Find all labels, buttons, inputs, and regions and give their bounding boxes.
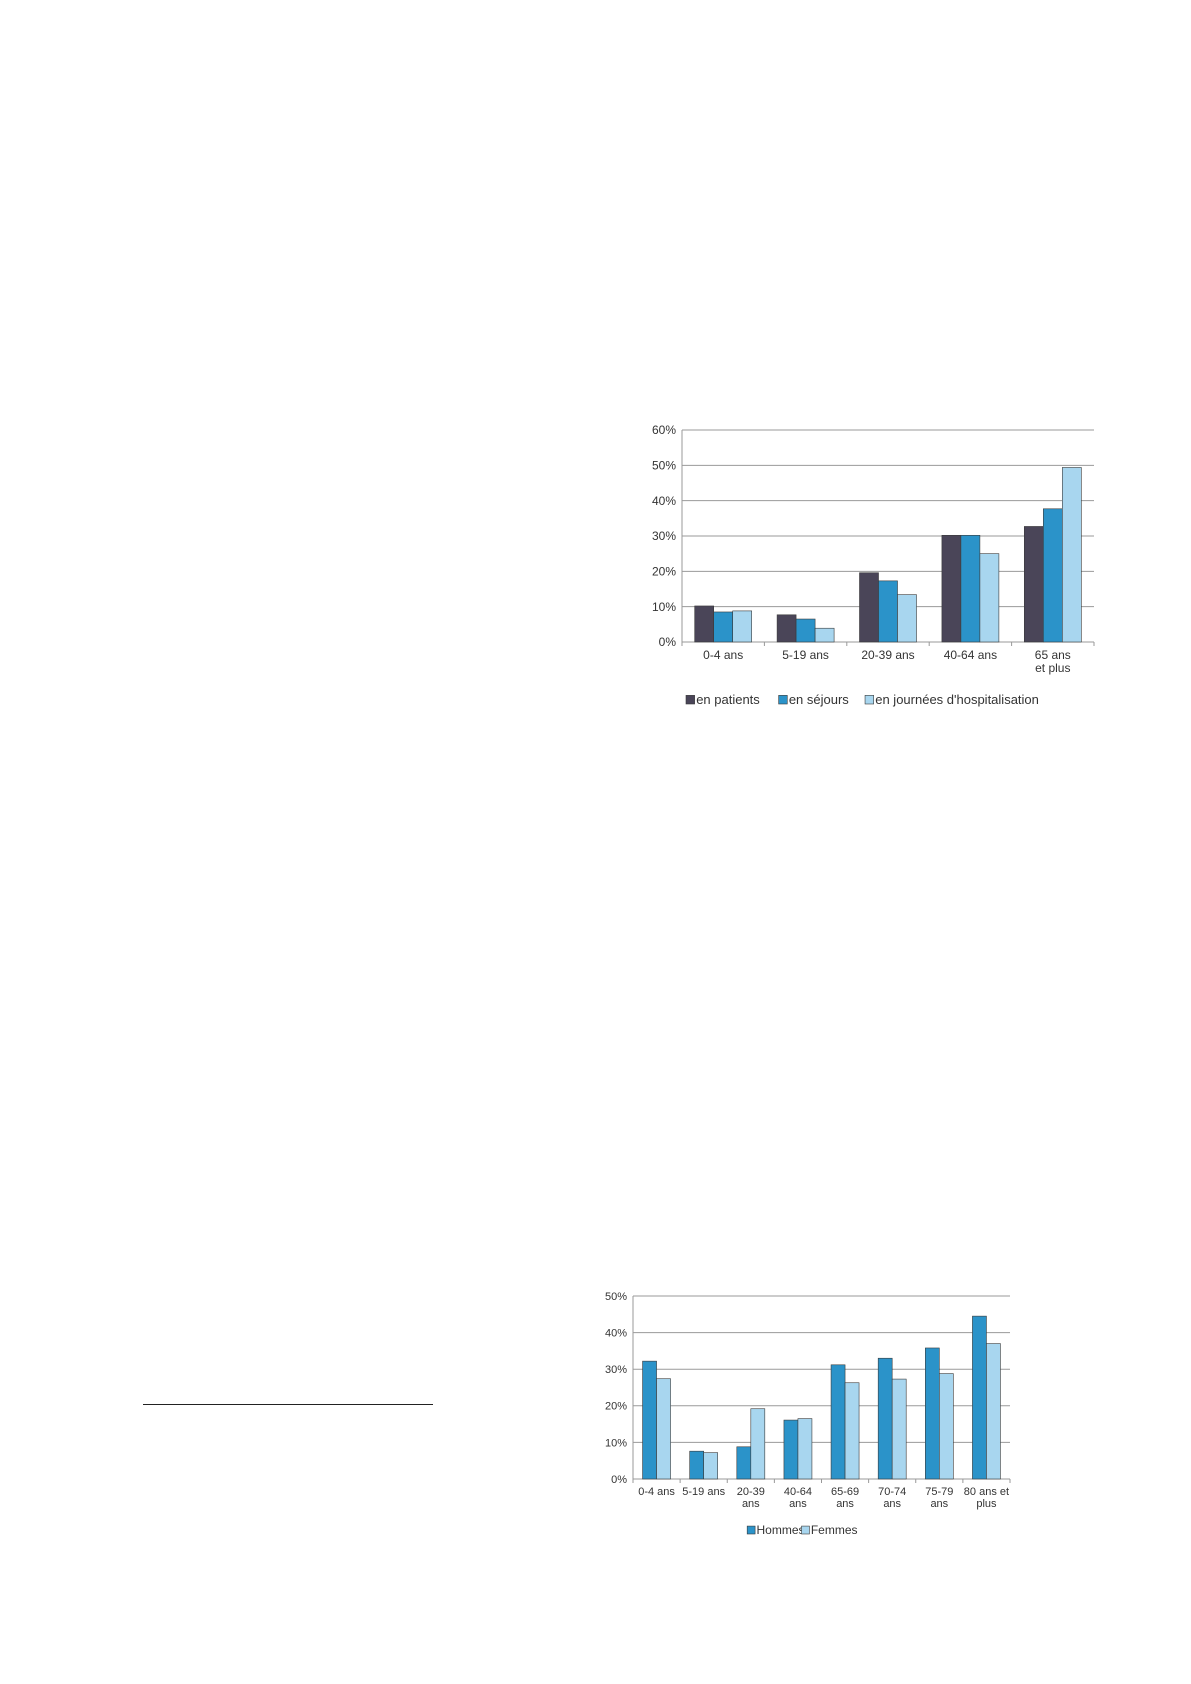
x-tick-label: ans — [883, 1498, 901, 1510]
bar — [925, 1347, 940, 1480]
legend-label: Femmes — [811, 1523, 858, 1537]
y-tick-label: 10% — [605, 1437, 627, 1449]
x-tick-label: ans — [836, 1498, 854, 1510]
bar — [703, 1452, 718, 1480]
y-tick-label: 50% — [605, 1291, 627, 1303]
x-tick-label: 5-19 ans — [782, 648, 829, 662]
x-tick-label: ans — [930, 1498, 948, 1510]
bar — [986, 1343, 1001, 1480]
footnote-separator — [143, 1404, 433, 1405]
bar — [795, 618, 816, 643]
bar — [878, 580, 898, 643]
y-tick-label: 40% — [652, 494, 676, 508]
y-tick-label: 40% — [605, 1327, 627, 1339]
legend-swatch — [685, 695, 695, 705]
bar — [736, 1446, 752, 1480]
x-tick-label: 75-79 — [925, 1486, 953, 1498]
bar — [1042, 508, 1063, 643]
y-tick-label: 0% — [659, 635, 677, 649]
age-distribution-chart: 0% 10% 20% 30% 40% 50% 60% 0-4 ans 5-19 ans 20-39… — [652, 423, 1095, 707]
bar — [656, 1378, 671, 1480]
x-tick-label: 0-4 ans — [703, 648, 743, 662]
bar — [1061, 467, 1082, 643]
x-tick-label: 40-64 ans — [944, 648, 997, 662]
bar — [814, 627, 835, 643]
y-tick-label: 50% — [652, 459, 676, 473]
legend-label: Hommes — [757, 1523, 805, 1537]
bar — [859, 572, 879, 643]
y-tick-label: 20% — [605, 1401, 627, 1413]
bar — [830, 1364, 846, 1480]
y-tick-label: 30% — [652, 529, 676, 543]
y-tick-label: 20% — [652, 565, 676, 579]
x-tick-label: 65 ans — [1035, 648, 1071, 662]
x-tick-label: 70-74 — [878, 1486, 906, 1498]
bar — [877, 1357, 893, 1480]
x-tick-label: 80 ans et — [964, 1486, 1009, 1498]
bar — [897, 594, 917, 643]
bar — [783, 1419, 799, 1480]
bar — [776, 614, 797, 643]
x-tick-label: ans — [742, 1498, 760, 1510]
x-tick-label: 20-39 ans — [861, 648, 914, 662]
x-tick-label: 20-39 — [737, 1486, 765, 1498]
x-tick-label: 0-4 ans — [638, 1486, 675, 1498]
legend-swatch — [801, 1525, 810, 1535]
legend-swatch — [746, 1525, 756, 1535]
legend-label: en journées d'hospitalisation — [875, 692, 1039, 707]
bar — [694, 605, 714, 643]
bar — [750, 1408, 766, 1480]
bar — [1023, 526, 1044, 643]
x-tick-label: ans — [789, 1498, 807, 1510]
sex-age-chart: 0%10%20%30%40%50%0-4 ans 5-19 ans 20-39ans… — [605, 1291, 1011, 1537]
bar — [941, 534, 962, 643]
y-tick-label: 30% — [605, 1364, 627, 1376]
legend-swatch — [778, 695, 788, 705]
bar — [689, 1450, 704, 1480]
bar — [642, 1360, 657, 1480]
bar — [979, 553, 1000, 643]
x-tick-label: 65-69 — [831, 1486, 859, 1498]
x-tick-label: plus — [976, 1498, 997, 1510]
bar — [939, 1373, 954, 1480]
legend-label: en séjours — [789, 692, 849, 707]
y-tick-label: 60% — [652, 423, 676, 437]
bar — [960, 534, 981, 643]
legend-label: en patients — [696, 692, 760, 707]
x-tick-label: 40-64 — [784, 1486, 812, 1498]
x-tick-label: et plus — [1035, 661, 1070, 675]
bar — [713, 611, 733, 643]
bar — [844, 1382, 860, 1480]
bar — [732, 610, 752, 643]
y-tick-label: 0% — [611, 1474, 627, 1486]
y-tick-label: 10% — [652, 600, 676, 614]
bar — [972, 1315, 987, 1480]
bar — [797, 1418, 813, 1480]
legend-swatch — [864, 695, 874, 705]
bar — [891, 1378, 907, 1480]
x-tick-label: 5-19 ans — [682, 1486, 725, 1498]
